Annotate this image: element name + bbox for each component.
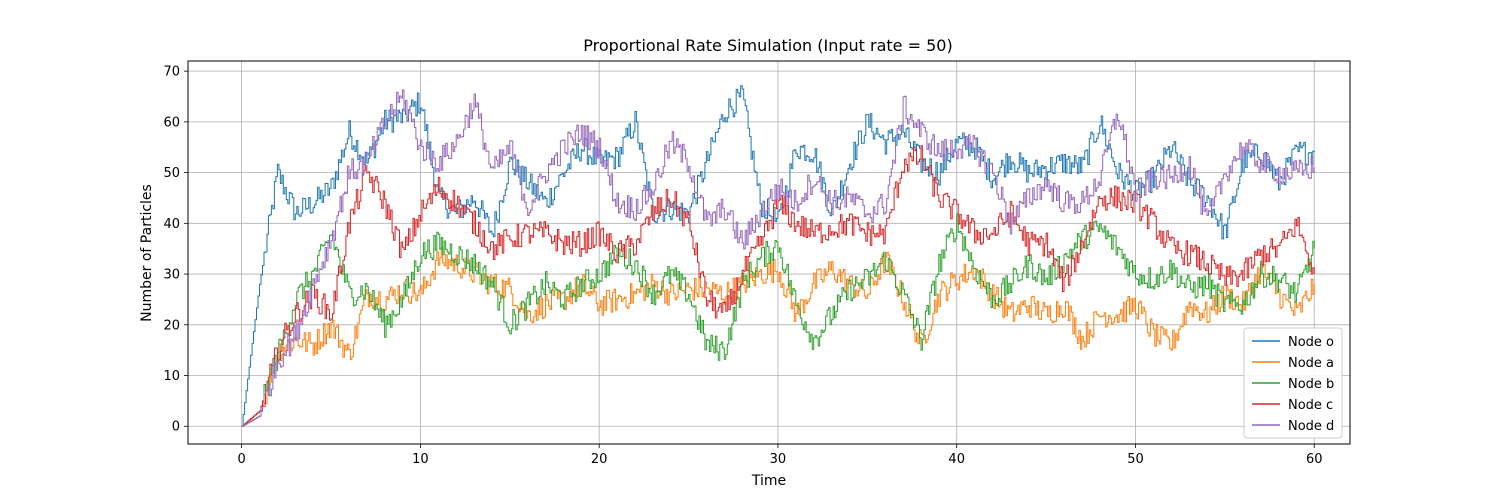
series-line-node-d [241, 89, 1315, 427]
chart-title: Proportional Rate Simulation (Input rate… [583, 36, 952, 55]
legend-label: Node b [1288, 377, 1334, 392]
plot-frame [187, 60, 1351, 445]
x-tick-label: 60 [1306, 452, 1323, 467]
x-tick-label: 0 [237, 452, 245, 467]
y-tick-label: 30 [163, 268, 180, 283]
legend-label: Node d [1288, 419, 1334, 434]
x-tick-label: 10 [412, 452, 429, 467]
series-line-node-o [241, 85, 1315, 427]
legend-box [1243, 327, 1343, 439]
x-tick-label: 40 [948, 452, 965, 467]
legend-label: Node c [1288, 398, 1333, 413]
ticks: 0 10 20 30 40 50 60 0 10 20 30 40 50 60 70 [163, 65, 1322, 467]
y-tick-label: 40 [163, 217, 180, 232]
y-tick-label: 70 [163, 65, 180, 80]
y-tick-label: 0 [172, 420, 180, 435]
y-tick-label: 50 [163, 166, 180, 181]
y-tick-label: 10 [163, 369, 180, 384]
x-tick-label: 30 [770, 452, 787, 467]
legend: Node o Node a Node b Node c Node d [1243, 327, 1343, 439]
x-axis-label: Time [751, 473, 786, 489]
y-tick-label: 20 [163, 318, 180, 333]
y-tick-label: 60 [163, 115, 180, 130]
series-layer [241, 85, 1315, 427]
series-line-node-a [241, 247, 1315, 427]
series-line-node-b [241, 213, 1315, 427]
x-tick-label: 20 [591, 452, 608, 467]
legend-label: Node a [1288, 356, 1334, 371]
x-tick-label: 50 [1127, 452, 1144, 467]
y-axis-label: Number of Particles [139, 184, 155, 322]
legend-label: Node o [1288, 335, 1334, 350]
